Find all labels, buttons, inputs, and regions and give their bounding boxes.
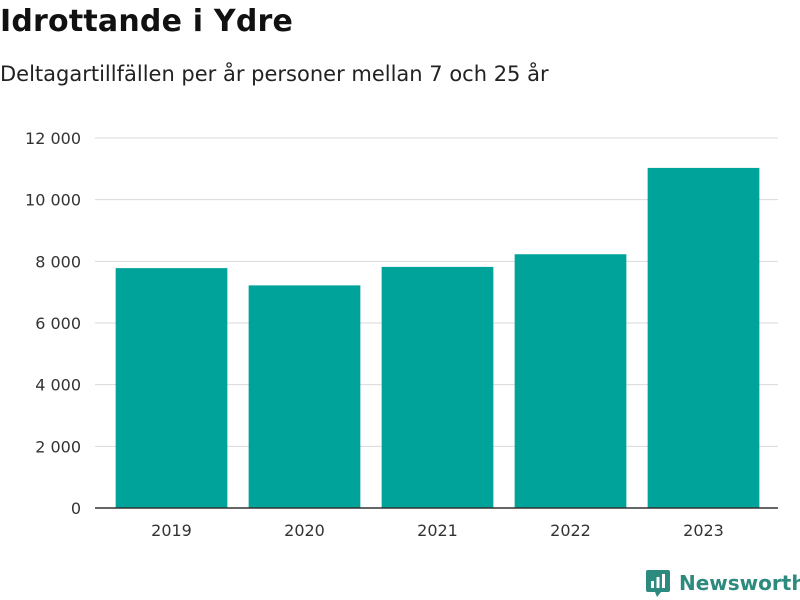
bar-2023 xyxy=(647,167,760,509)
newsworthy-logo-icon xyxy=(646,570,670,597)
y-tick-label: 8 000 xyxy=(35,252,81,271)
y-tick-label: 2 000 xyxy=(35,437,81,456)
x-tick-label: 2019 xyxy=(151,521,192,540)
y-tick-label: 12 000 xyxy=(25,129,81,148)
chart-subtitle: Deltagartillfällen per år personer mella… xyxy=(0,62,549,86)
y-tick-label: 10 000 xyxy=(25,191,81,210)
bar-2020 xyxy=(248,285,361,508)
chart-title: Idrottande i Ydre xyxy=(0,4,294,39)
x-tick-label: 2022 xyxy=(550,521,591,540)
y-tick-label: 4 000 xyxy=(35,376,81,395)
x-tick-label: 2020 xyxy=(284,521,325,540)
brand-logo: Newsworthy xyxy=(645,568,800,598)
bar-2022 xyxy=(514,254,627,508)
x-tick-label: 2023 xyxy=(683,521,724,540)
bar-2021 xyxy=(381,266,494,508)
x-tick-label: 2021 xyxy=(417,521,458,540)
y-tick-label: 6 000 xyxy=(35,314,81,333)
brand-name: Newsworthy xyxy=(679,571,800,595)
y-tick-label: 0 xyxy=(71,499,81,518)
bar-2019 xyxy=(115,268,228,508)
